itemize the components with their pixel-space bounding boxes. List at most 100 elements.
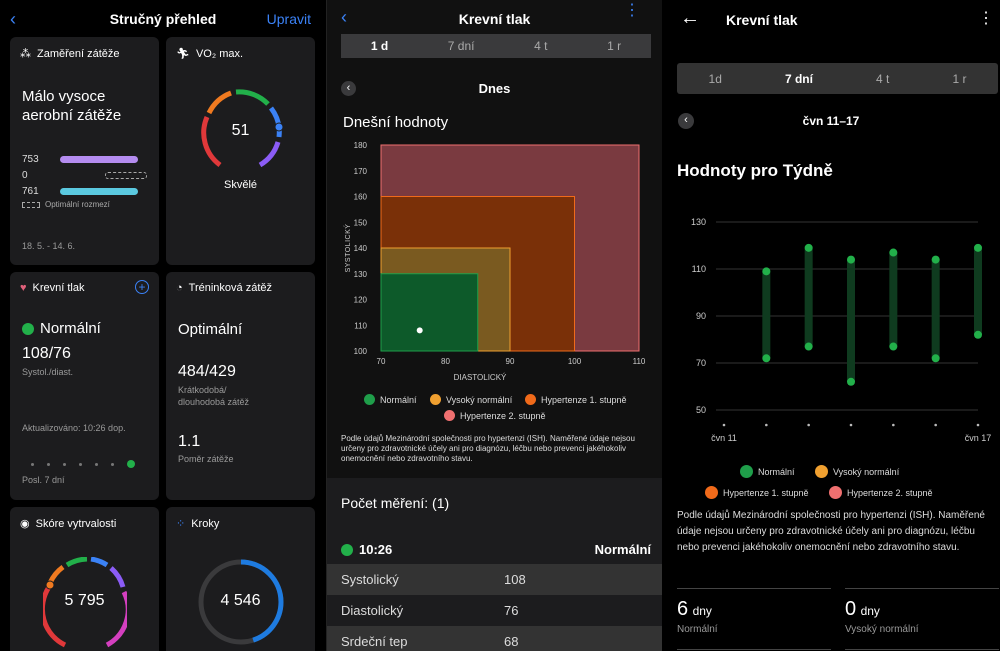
- range-tabs: 1d 7 dní 4 t 1 r: [677, 63, 998, 94]
- diastolic-point: [804, 342, 813, 351]
- low-aerobic-value: 761: [22, 186, 39, 197]
- tab-1[interactable]: 7 dní: [447, 39, 475, 53]
- bp-updated: Aktualizováno: 10:26 dop.: [22, 423, 126, 433]
- prev-date-icon[interactable]: ‹: [341, 81, 356, 96]
- vo2-value: 51: [231, 122, 250, 139]
- row-label: Diastolický: [341, 603, 404, 618]
- anaerobic-value: 753: [22, 154, 39, 165]
- y-tick-label: 170: [354, 167, 368, 176]
- daily-bp-panel: ‹ Krevní tlak ⋮ 1 d 7 dní 4 t 1 r ‹ Dnes Dn…: [326, 0, 662, 651]
- range-bar: [974, 247, 982, 335]
- row-value: 68: [504, 634, 519, 649]
- card-title: VO₂ max.: [195, 47, 244, 60]
- section-title: Hodnoty pro Týdně: [677, 161, 833, 180]
- systolic-point: [804, 243, 813, 252]
- endurance-icon: ◉: [20, 518, 30, 530]
- more-menu-icon[interactable]: ⋮: [978, 10, 994, 27]
- endurance-score-card[interactable]: ◉ Skóre vytrvalosti 5 795: [10, 507, 159, 651]
- prev-date-icon[interactable]: ‹: [678, 113, 694, 129]
- legend-high-normal: Vysoký normální: [833, 466, 900, 477]
- diastolic-point: [931, 354, 940, 363]
- range-tabs: 1 d 7 dní 4 t 1 r: [341, 34, 651, 58]
- card-title: Zaměření zátěže: [37, 47, 120, 60]
- x-tick-label: 80: [441, 357, 450, 366]
- status-dot: [341, 543, 353, 556]
- high-aerobic-value: 0: [22, 170, 28, 181]
- training-status: Optimální: [178, 321, 243, 338]
- y-tick-label: 150: [354, 218, 368, 227]
- summary-label: Vysoký normální: [845, 624, 919, 635]
- low-aerobic-bar: [60, 188, 138, 195]
- row-value: 76: [504, 603, 519, 618]
- legend-normal: Normální: [380, 394, 417, 405]
- summary-unit: dny: [692, 604, 712, 618]
- back-icon[interactable]: ‹: [10, 9, 16, 29]
- x-tick-label: 90: [506, 357, 515, 366]
- tab-3[interactable]: 1 r: [952, 71, 967, 86]
- range-legend-icon: [22, 201, 40, 208]
- systolic-point: [762, 267, 771, 276]
- anaerobic-bar: [60, 156, 138, 163]
- x-tick-dot: [934, 423, 937, 427]
- more-menu-icon[interactable]: ⋮: [624, 2, 640, 19]
- training-load-card[interactable]: ◔ Tréninková zátěž Optimální 484/429 Krát…: [166, 272, 315, 500]
- reading-time: 10:26: [359, 542, 393, 557]
- y-tick-label: 130: [691, 217, 706, 227]
- tab-3[interactable]: 1 r: [607, 39, 622, 53]
- back-arrow-icon[interactable]: ←: [680, 7, 700, 29]
- legend-high-normal-icon: [430, 394, 441, 405]
- blood-pressure-card[interactable]: ♥ Krevní tlak + Normální 108/76 Systol./d…: [10, 272, 159, 500]
- tab-0[interactable]: 1d: [708, 71, 722, 86]
- status-dot: [22, 322, 34, 335]
- row-value: 108: [504, 572, 526, 587]
- add-icon[interactable]: +: [135, 280, 149, 294]
- legend-normal-icon: [364, 394, 375, 405]
- bp-period: Posl. 7 dní: [22, 475, 65, 485]
- back-icon[interactable]: ‹: [341, 7, 347, 27]
- load-ratio: 1.1: [178, 433, 201, 450]
- edit-button[interactable]: Upravit: [266, 11, 311, 27]
- zone-Normální: [380, 273, 479, 352]
- page-title: Krevní tlak: [458, 11, 531, 27]
- summary-high-normal: 0 dny Vysoký normální: [845, 588, 999, 650]
- y-axis-label: SYSTOLICKÝ: [343, 224, 352, 273]
- y-tick-label: 100: [354, 347, 368, 356]
- x-tick-label: 100: [568, 357, 582, 366]
- card-title: Skóre vytrvalosti: [35, 517, 117, 530]
- steps-ring: [198, 559, 284, 645]
- summary-unit: dny: [860, 604, 880, 618]
- summary-count: 6: [677, 598, 689, 620]
- table-row: Systolický 108: [327, 564, 662, 595]
- y-tick-label: 140: [354, 244, 368, 253]
- range-bar: [847, 259, 855, 382]
- tab-2[interactable]: 4 t: [534, 39, 548, 53]
- load-focus-card[interactable]: ⁂ Zaměření zátěže Málo vysoce aerobní zát…: [10, 37, 159, 265]
- tab-1[interactable]: 7 dní: [784, 71, 813, 86]
- diastolic-point: [847, 377, 855, 386]
- y-tick-label: 110: [354, 321, 367, 330]
- heart-icon: ♥: [20, 282, 27, 294]
- weekly-bp-panel: ← Krevní tlak ⋮ 1d 7 dní 4 t 1 r ‹ čvn 11–1…: [662, 0, 1000, 651]
- date-label: čvn 11–17: [802, 114, 860, 128]
- vo2max-card[interactable]: 🏃︎ VO₂ max. 51 Skvělé: [166, 37, 315, 265]
- load-ratio-label: Poměr zátěže: [178, 454, 234, 464]
- legend-high-normal-icon: [815, 465, 828, 478]
- tab-0[interactable]: 1 d: [370, 39, 389, 53]
- steps-card[interactable]: ⁘ Kroky 4 546: [166, 507, 315, 651]
- table-row: Srdeční tep 68: [327, 626, 662, 651]
- tab-2[interactable]: 4 t: [876, 71, 890, 86]
- range-bar: [762, 271, 771, 359]
- legend-hyp1-icon: [525, 394, 536, 405]
- endurance-gauge: [43, 557, 127, 648]
- optimal-range-label: Optimální rozmezí: [45, 200, 110, 209]
- summary-normal: 6 dny Normální: [677, 588, 831, 650]
- running-icon: 🏃︎: [176, 48, 190, 60]
- card-title: Kroky: [191, 517, 220, 530]
- page-title: Stručný přehled: [109, 11, 217, 27]
- y-tick-label: 70: [696, 358, 706, 368]
- y-tick-label: 160: [354, 193, 368, 202]
- x-tick-label: čvn 17: [965, 433, 992, 443]
- systolic-point: [889, 248, 898, 257]
- date-label: Dnes: [478, 81, 511, 96]
- load-focus-icon: ⁂: [20, 48, 31, 60]
